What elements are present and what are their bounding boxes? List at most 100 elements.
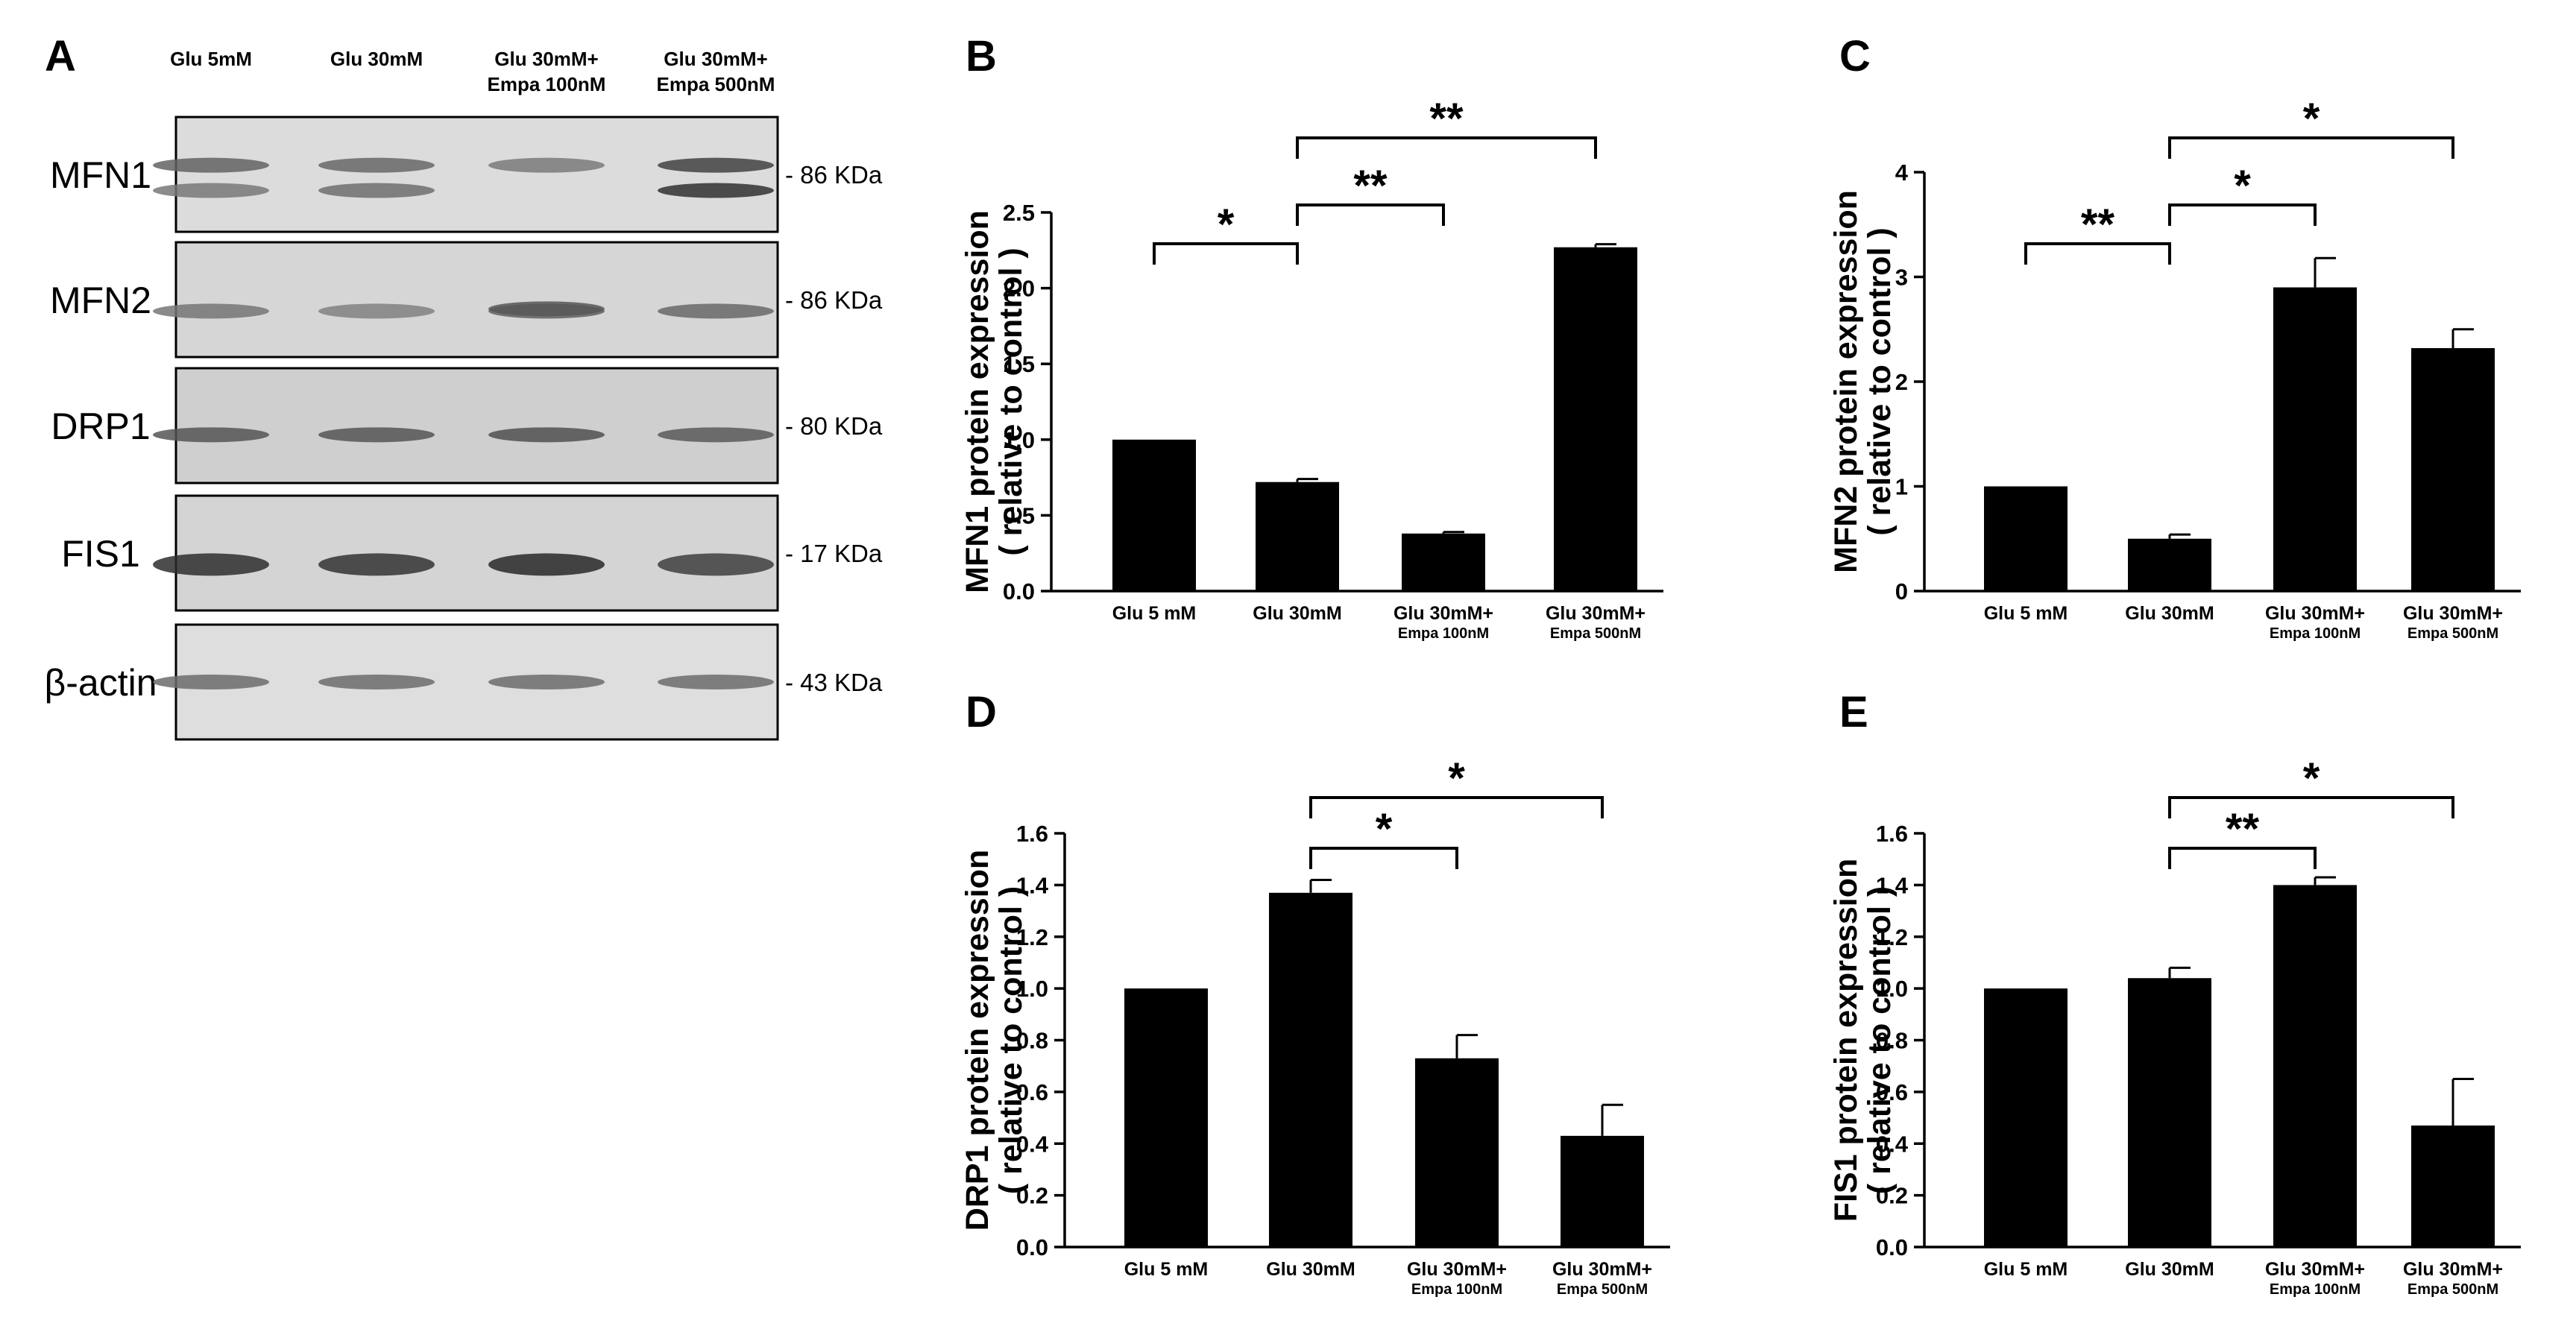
y-tick-label: 0.6 (1016, 1079, 1048, 1105)
panel-label-c: C (1839, 32, 1871, 81)
y-tick-label: 0.4 (1016, 1131, 1049, 1157)
significance-label: * (1448, 754, 1465, 803)
blot-mw-label: - 80 KDa (785, 412, 883, 440)
blot-column-label: Empa 500nM (657, 73, 775, 95)
y-tick-label: 0.8 (1876, 1028, 1908, 1054)
panel-label-a: A (45, 32, 76, 81)
y-axis-label: ( relative to control ) (993, 247, 1029, 555)
significance-label: ** (1429, 95, 1464, 143)
y-tick-label: 0.0 (1003, 578, 1035, 605)
x-tick-label: Empa 100nM (1411, 1281, 1502, 1298)
y-axis-label: MFN1 protein expression (960, 210, 995, 593)
blot-band (488, 427, 605, 443)
y-axis-label: DRP1 protein expression (960, 850, 995, 1231)
x-tick-label: Glu 30mM+ (1552, 1259, 1652, 1280)
x-tick-label: Glu 5 mM (1112, 603, 1197, 624)
significance-label: * (2303, 754, 2320, 803)
x-tick-label: Glu 5 mM (1984, 1259, 2068, 1280)
bar (2411, 348, 2495, 591)
blot-band (488, 157, 605, 173)
blot-column-label: Glu 5mM (170, 48, 252, 70)
x-tick-label: Glu 30mM (2125, 603, 2214, 624)
x-tick-label: Glu 30mM+ (1546, 603, 1646, 624)
y-tick-label: 0 (1895, 578, 1908, 605)
x-tick-label: Glu 30mM (1253, 603, 1341, 624)
y-tick-label: 1.4 (1016, 872, 1049, 898)
blot-band (658, 157, 774, 173)
blot-band (658, 427, 774, 443)
x-tick-label: Glu 30mM+ (1394, 603, 1493, 624)
y-tick-label: 3 (1895, 265, 1908, 291)
y-tick-label: 1.0 (1003, 427, 1035, 453)
blot-mw-label: - 86 KDa (785, 286, 883, 314)
y-axis-label: FIS1 protein expression (1828, 859, 1864, 1222)
y-tick-label: 0.0 (1876, 1234, 1908, 1260)
blot-band (658, 303, 774, 319)
significance-bracket (2024, 242, 2171, 265)
x-tick-label: Glu 30mM+ (2403, 603, 2503, 624)
blot-protein-label: MFN2 (50, 280, 151, 321)
x-tick-label: Glu 30mM+ (1407, 1259, 1507, 1280)
x-tick-label: Glu 5 mM (1984, 603, 2068, 624)
significance-label: * (1218, 201, 1235, 249)
x-tick-label: Glu 30mM (1266, 1259, 1355, 1280)
chart-panel-d: D 0.0 0.2 0.4 0.6 0.8 1.0 1.2 1.4 1.6 DRP1 protein… (960, 688, 1670, 1298)
x-tick-label: Glu 5 mM (1124, 1259, 1209, 1280)
blot-band (153, 553, 269, 576)
x-tick-label: Glu 30mM+ (2265, 1259, 2365, 1280)
y-tick-label: 1.0 (1876, 976, 1908, 1002)
blot-protein-label: DRP1 (51, 405, 150, 447)
significance-label: ** (1353, 162, 1388, 210)
y-axis-label: MFN2 protein expression (1828, 190, 1864, 573)
y-tick-label: 1.4 (1876, 872, 1909, 898)
blot-band (318, 675, 435, 689)
x-tick-label: Empa 500nM (2407, 625, 2498, 642)
significance-bracket (2168, 847, 2317, 869)
blot-band (488, 301, 605, 317)
blot-band (153, 675, 269, 689)
blot-band (153, 427, 269, 443)
significance-label: * (2234, 162, 2251, 210)
y-tick-label: 2 (1895, 369, 1908, 395)
bar (1561, 1135, 1644, 1247)
blot-protein-label: β-actin (44, 662, 157, 704)
blot-band (488, 675, 605, 689)
chart-panel-c: C 0 1 2 3 4 MFN2 protein expression( relative … (1828, 32, 2521, 642)
blot-band (488, 553, 605, 576)
significance-label: * (1376, 805, 1393, 853)
blot-box-0 (174, 116, 779, 233)
x-tick-label: Glu 30mM (2125, 1259, 2214, 1280)
bar (1124, 988, 1208, 1247)
y-tick-label: 0.6 (1876, 1079, 1908, 1105)
bar (1256, 482, 1339, 591)
x-tick-label: Empa 100nM (1398, 625, 1489, 642)
x-tick-label: Empa 500nM (1557, 1281, 1648, 1298)
blot-box-1 (174, 241, 779, 359)
bar (1984, 486, 2068, 591)
blot-column-label: Glu 30mM+ (494, 48, 598, 70)
blot-box-3 (174, 494, 779, 612)
significance-bracket (1309, 847, 1458, 869)
significance-label: ** (2226, 805, 2260, 853)
x-tick-label: Empa 100nM (2270, 625, 2361, 642)
blot-column-label: Glu 30mM+ (664, 48, 767, 70)
y-tick-label: 1.2 (1876, 924, 1908, 950)
blot-band (153, 303, 269, 319)
significance-bracket (2168, 203, 2317, 226)
y-tick-label: 0.2 (1876, 1183, 1908, 1209)
y-axis-label: ( relative to control ) (1862, 227, 1898, 535)
y-tick-label: 2.5 (1003, 200, 1035, 226)
y-tick-label: 0.8 (1016, 1028, 1048, 1054)
bar (1554, 247, 1637, 591)
bar (1269, 892, 1352, 1247)
blot-box-2 (174, 367, 779, 484)
blot-mw-label: - 43 KDa (785, 669, 883, 696)
bar (1112, 439, 1196, 591)
blot-panel: A Glu 5mM Glu 30mM Glu 30mM+ Empa 100nM Glu 3… (44, 32, 883, 741)
y-axis-label: ( relative to control ) (1862, 886, 1898, 1194)
significance-bracket (1296, 136, 1597, 159)
bar (2128, 978, 2211, 1247)
y-tick-label: 2.0 (1003, 276, 1035, 302)
x-tick-label: Glu 30mM+ (2403, 1259, 2503, 1280)
